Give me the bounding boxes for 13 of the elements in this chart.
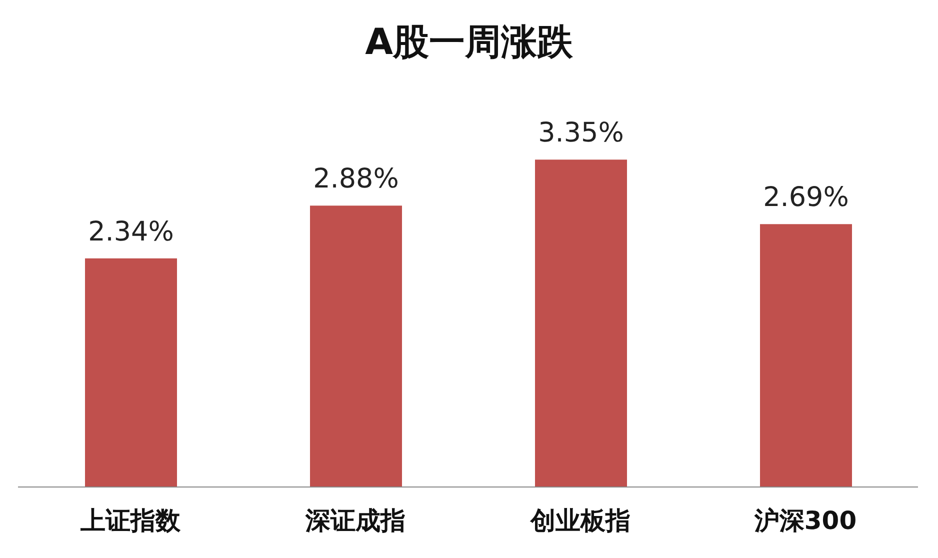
chart-title: A股一周涨跌 <box>364 21 574 65</box>
x-tick-label: 深证成指 <box>304 506 406 535</box>
bar <box>760 224 852 487</box>
data-label: 2.34% <box>88 216 174 248</box>
x-tick-label: 创业板指 <box>530 506 630 535</box>
bar <box>535 160 627 487</box>
data-label: 2.88% <box>313 164 399 195</box>
x-tick-label: 上证指数 <box>80 506 182 535</box>
bar <box>85 258 177 487</box>
bar <box>310 206 402 487</box>
data-label: 2.69% <box>763 182 849 214</box>
data-label: 3.35% <box>538 118 624 149</box>
x-tick-label: 沪深300 <box>753 506 857 535</box>
